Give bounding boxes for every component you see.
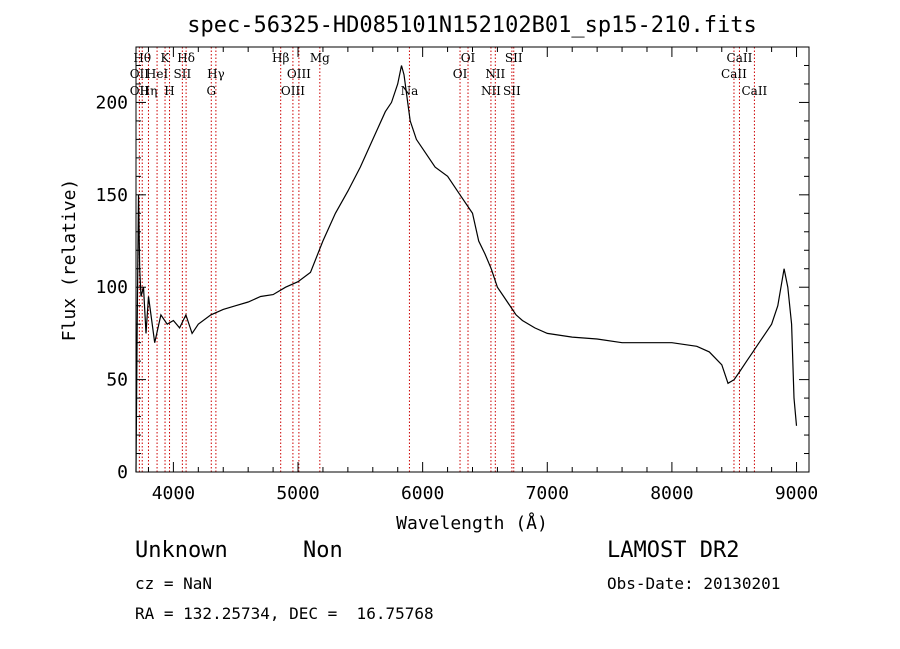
y-axis-label: Flux (relative) (59, 179, 80, 342)
plot-frame (135, 46, 810, 473)
x-tick-label: 4000 (152, 483, 195, 504)
obs-date: Obs-Date: 20130201 (607, 574, 781, 593)
y-tick-label: 50 (106, 370, 128, 391)
spectral-line-label: CaII (727, 51, 753, 65)
x-tick-label: 8000 (650, 483, 693, 504)
spectral-line-label: CaII (721, 67, 747, 81)
spectral-line-label: OII (130, 84, 150, 98)
x-tick-label: 7000 (526, 483, 569, 504)
x-tick-label: 9000 (775, 483, 818, 504)
spectral-line-label: Mg (310, 51, 330, 65)
spectral-line-label: CaII (741, 84, 767, 98)
spectral-line-label: SII (174, 67, 192, 81)
object-class: Unknown (135, 538, 228, 563)
spectral-line-label: NII (485, 67, 505, 81)
spectral-line-label: K (161, 51, 171, 65)
spectral-line-label: G (206, 84, 216, 98)
spectral-line-label: OII (130, 67, 150, 81)
x-tick-label: 6000 (401, 483, 444, 504)
spectrum-line (135, 65, 798, 473)
y-axis-ticks: 0 50 100 150 200 (95, 64, 809, 483)
spectral-line-label: OIII (281, 84, 305, 98)
y-tick-label: 100 (95, 277, 128, 298)
x-axis-label: Wavelength (Å) (396, 512, 548, 534)
spectral-line-label: Hγ (207, 67, 225, 81)
spectral-line-label: OIII (287, 67, 311, 81)
spectral-line-label: SII (505, 51, 523, 65)
spectral-line-label: Hβ (272, 51, 289, 65)
x-tick-label: 5000 (276, 483, 319, 504)
spectral-line-label: OI (461, 51, 476, 65)
spectral-line-label: Na (401, 84, 419, 98)
redshift-value: cz = NaN (135, 574, 213, 593)
object-subclass: Non (303, 538, 343, 563)
spectral-line-label: Hδ (177, 51, 195, 65)
reference-lines (138, 47, 755, 472)
spectral-line-label: H (164, 84, 174, 98)
coordinates: RA = 132.25734, DEC = 16.75768 (135, 604, 434, 623)
chart-title: spec-56325-HD085101N152102B01_sp15-210.f… (187, 13, 757, 38)
spectral-line-label: HeI (146, 67, 169, 81)
spectral-line-label: OI (453, 67, 468, 81)
y-tick-label: 150 (95, 185, 128, 206)
y-tick-label: 0 (117, 462, 128, 483)
spectral-line-label: Hη (140, 84, 158, 98)
spectral-line-label: NII (481, 84, 501, 98)
spectral-line-label: Hθ (133, 51, 151, 65)
y-tick-label: 200 (95, 92, 128, 113)
survey-label: LAMOST DR2 (607, 538, 740, 563)
spectral-line-label: SII (503, 84, 521, 98)
x-axis-ticks: 4000 5000 6000 7000 8000 9000 (147, 47, 818, 504)
